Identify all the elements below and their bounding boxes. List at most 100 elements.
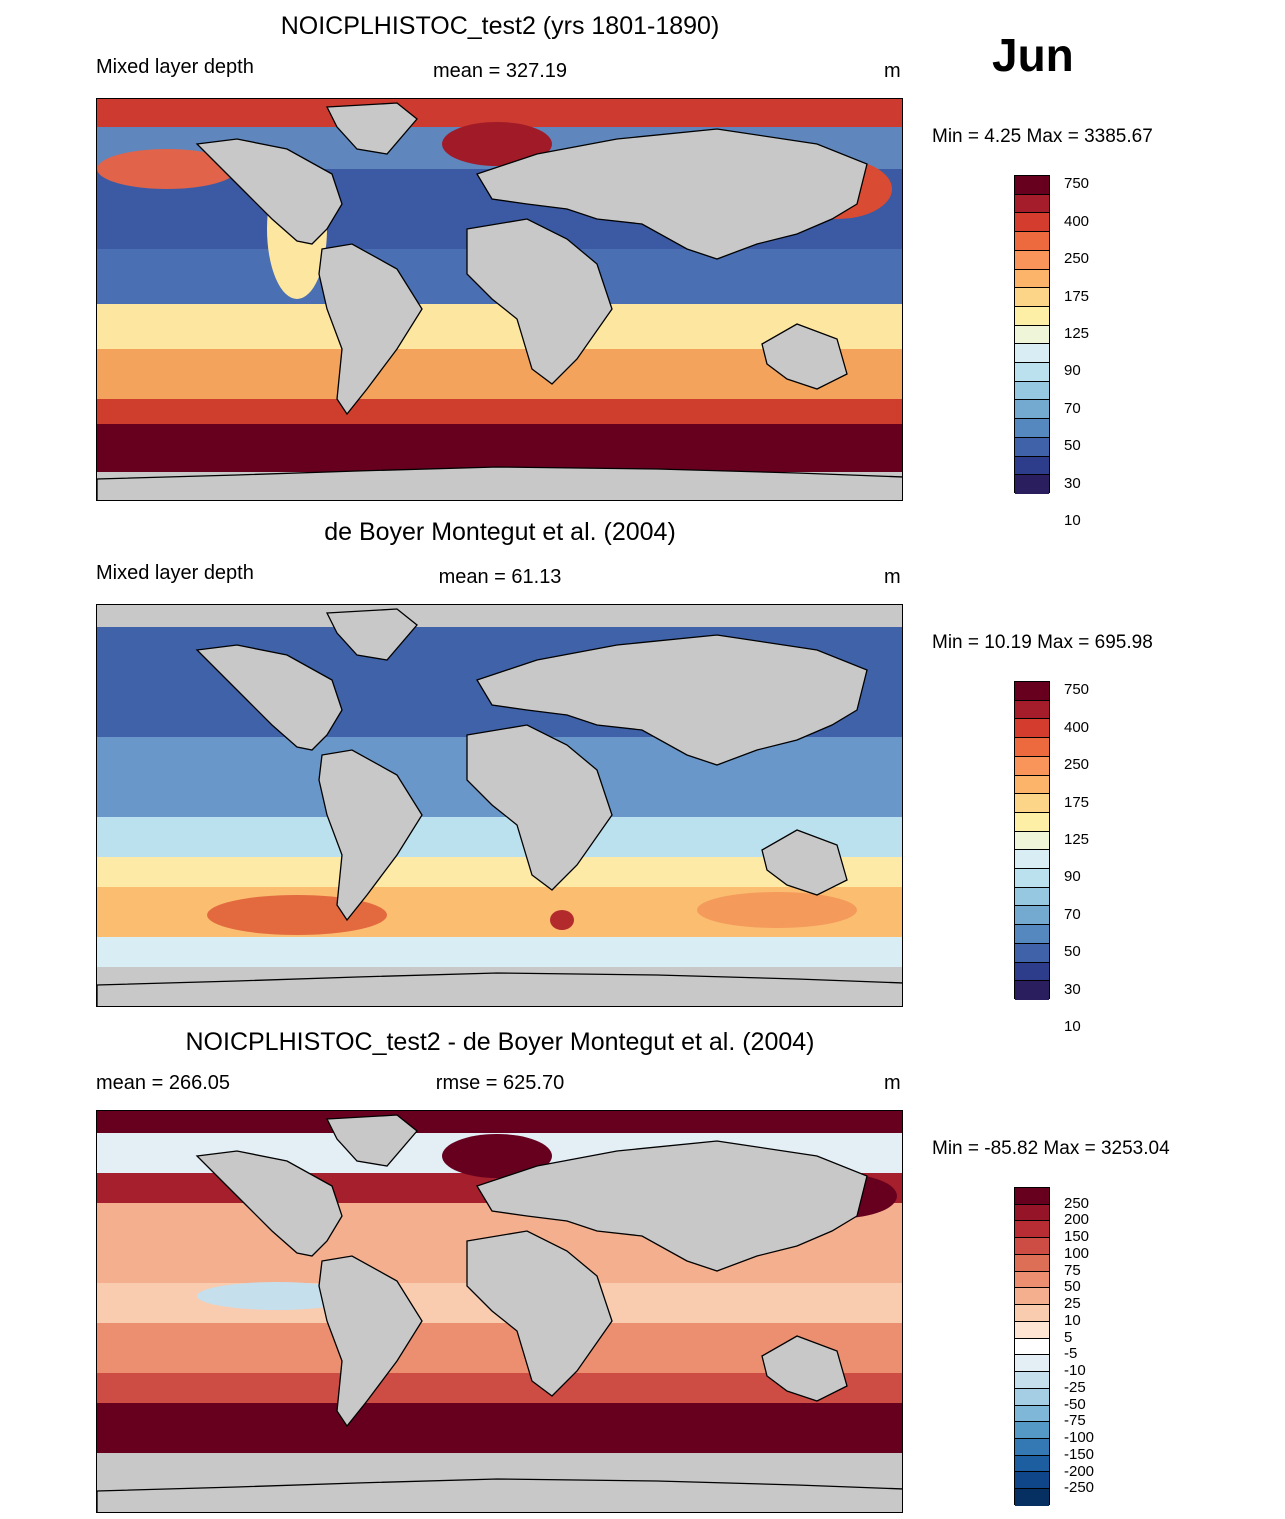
colorbar-tick-label: 25 (1064, 1295, 1081, 1313)
panel2-map (96, 604, 903, 1007)
p2-land-australia (761, 829, 848, 896)
panel1-map-svg (97, 99, 902, 500)
colorbar-box (1015, 812, 1049, 832)
colorbar-box (1015, 344, 1049, 364)
panel1-minmax: Min = 4.25 Max = 3385.67 (932, 126, 1153, 147)
colorbar-box (1015, 1288, 1049, 1306)
p1-land-north-america (195, 138, 343, 245)
p3-feature-eastpacific (197, 1282, 357, 1310)
colorbar-box (1015, 925, 1049, 944)
p1-land-greenland (325, 102, 418, 155)
colorbar-tick-label: -200 (1064, 1462, 1095, 1480)
colorbar-tick-label: 750 (1064, 175, 1090, 193)
colorbar-tick-label: 70 (1064, 905, 1081, 923)
colorbar-box (1015, 1355, 1049, 1373)
panel2-units: m (884, 566, 901, 588)
colorbar-box (1015, 381, 1049, 401)
p3-land-africa (466, 1230, 613, 1397)
colorbar-box (1015, 1422, 1049, 1440)
colorbar-tick-label: 50 (1064, 1278, 1081, 1296)
panel2-title: de Boyer Montegut et al. (2004) (324, 518, 676, 546)
colorbar-box (1015, 1338, 1049, 1356)
colorbar-box (1015, 981, 1049, 1000)
colorbar-tick-label: 30 (1064, 980, 1081, 998)
colorbar-box (1015, 306, 1049, 326)
colorbar-box (1015, 1188, 1049, 1205)
colorbar-tick-label: 125 (1064, 831, 1090, 848)
panel1-center-label: mean = 327.19 (433, 60, 567, 82)
colorbar-box (1015, 1221, 1049, 1239)
panel1-left-label: Mixed layer depth (96, 56, 254, 78)
colorbar-box (1015, 250, 1049, 270)
panel3-units: m (884, 1072, 901, 1094)
colorbar-box (1015, 1238, 1049, 1255)
p2-land-north-america (195, 644, 343, 751)
colorbar-tick-label: 175 (1064, 287, 1090, 305)
colorbar-tick-label: 400 (1064, 212, 1090, 230)
colorbar-box (1015, 943, 1049, 963)
colorbar-box (1015, 269, 1049, 289)
panel3-map (96, 1110, 903, 1513)
colorbar-tick-label: -10 (1064, 1362, 1086, 1380)
colorbar-tick-label: 250 (1064, 756, 1090, 774)
p2-land-eurasia (476, 634, 868, 766)
panel3-colorbar (1014, 1187, 1050, 1506)
panel1-units: m (884, 60, 901, 82)
colorbar-box (1015, 794, 1049, 813)
colorbar-tick-label: 10 (1064, 1311, 1081, 1329)
colorbar-tick-label: 250 (1064, 1194, 1090, 1212)
p1-land (97, 102, 902, 500)
p3-band-arctic (97, 1111, 902, 1133)
p2-band-arctic (97, 605, 902, 627)
p1-land-africa (466, 218, 613, 385)
p1-band-acc (97, 424, 902, 472)
panel2-minmax: Min = 10.19 Max = 695.98 (932, 632, 1153, 653)
colorbar-tick-label: 10 (1064, 1018, 1081, 1036)
colorbar-box (1015, 288, 1049, 307)
p1-land-south-america (318, 243, 423, 416)
colorbar-tick-label: -250 (1064, 1479, 1095, 1497)
colorbar-box (1015, 682, 1049, 701)
colorbar-box (1015, 1271, 1049, 1289)
colorbar-box (1015, 869, 1049, 888)
panel1-map (96, 98, 903, 501)
colorbar-tick-label: 400 (1064, 718, 1090, 736)
p3-band-acc (97, 1403, 902, 1453)
p3-land-north-america (195, 1150, 343, 1257)
colorbar-tick-label: 30 (1064, 474, 1081, 492)
panel3-left-label: mean = 266.05 (96, 1072, 230, 1094)
colorbar-box (1015, 906, 1049, 926)
colorbar-tick-label: 90 (1064, 868, 1081, 886)
colorbar-box (1015, 400, 1049, 420)
colorbar-box (1015, 962, 1049, 982)
p2-land (97, 608, 902, 1006)
panel3-map-svg (97, 1111, 902, 1512)
panel1-colorbar (1014, 175, 1050, 494)
colorbar-tick-label: -150 (1064, 1445, 1095, 1463)
colorbar-tick-label: 150 (1064, 1228, 1090, 1246)
p1-feature-northpacific (97, 149, 237, 189)
panel2-left-label: Mixed layer depth (96, 562, 254, 584)
colorbar-box (1015, 887, 1049, 907)
colorbar-box (1015, 1372, 1049, 1389)
colorbar-box (1015, 325, 1049, 345)
colorbar-tick-label: 200 (1064, 1211, 1090, 1229)
colorbar-box (1015, 363, 1049, 382)
p3-land-greenland (325, 1114, 418, 1167)
colorbar-tick-label: 250 (1064, 250, 1090, 268)
colorbar-box (1015, 1405, 1049, 1423)
colorbar-box (1015, 700, 1049, 720)
colorbar-box (1015, 437, 1049, 457)
colorbar-box (1015, 1305, 1049, 1322)
colorbar-tick-label: 100 (1064, 1244, 1090, 1262)
p3-land-eurasia (476, 1140, 868, 1272)
colorbar-box (1015, 232, 1049, 251)
colorbar-tick-label: 125 (1064, 325, 1090, 342)
colorbar-tick-label: -75 (1064, 1412, 1086, 1430)
panel3-center-label: rmse = 625.70 (435, 1072, 565, 1094)
colorbar-box (1015, 475, 1049, 494)
colorbar-tick-label: 75 (1064, 1261, 1081, 1279)
p2-band-acc-s (97, 937, 902, 967)
colorbar-tick-label: 50 (1064, 437, 1081, 455)
colorbar-tick-label: 90 (1064, 362, 1081, 380)
